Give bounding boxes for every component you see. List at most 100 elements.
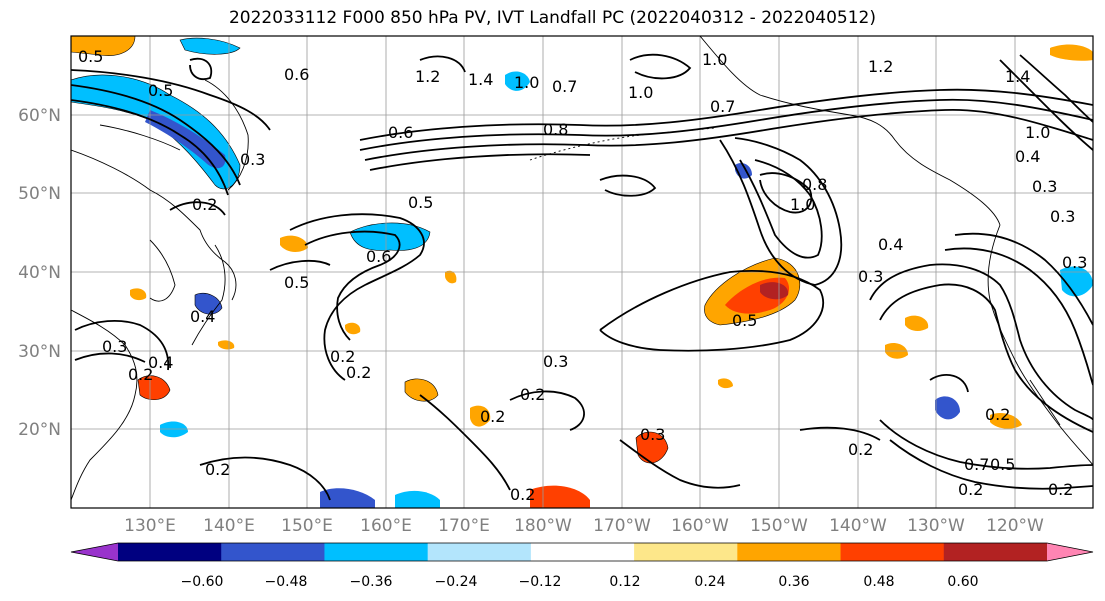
colorbar-tick-label: 0.60 — [947, 574, 978, 590]
contour-label: 0.5 — [148, 81, 173, 100]
coast-alaska — [699, 36, 1001, 226]
negative-anomaly-south-2 — [395, 490, 440, 508]
contour-label: 0.6 — [366, 247, 391, 266]
lat-tick-labels: 60°N 50°N 40°N 30°N 20°N — [18, 106, 61, 440]
lon-tick-label: 130°W — [907, 516, 965, 536]
coast-kamchatka — [204, 79, 249, 191]
colorbar-segment — [118, 543, 222, 561]
contour-label: 1.0 — [1025, 123, 1050, 142]
positive-anomaly-south-coast — [990, 413, 1022, 429]
positive-anomaly-hawaii — [404, 378, 439, 402]
colorbar-tick-label: 0.24 — [694, 574, 725, 590]
contour-label: 0.2 — [1048, 480, 1073, 499]
colorbar-tick-label: 0.48 — [863, 574, 894, 590]
colorbar-tick-label: −0.60 — [181, 574, 224, 590]
positive-anomaly-tiny-5 — [218, 340, 235, 350]
lat-tick-label: 60°N — [18, 106, 61, 126]
lon-tick-label: 160°W — [671, 516, 729, 536]
contour-label: 1.4 — [1005, 67, 1030, 86]
colorbar-tick-labels: −0.60 −0.48 −0.36 −0.24 −0.12 0.12 0.24 … — [181, 574, 979, 590]
contour-label: 0.7 — [710, 97, 735, 116]
positive-anomaly-main-peak — [760, 282, 789, 300]
contour-label: 0.2 — [128, 365, 153, 384]
colorbar-segment — [530, 543, 635, 561]
contour-label: 0.5 — [408, 193, 433, 212]
contour-label: 1.0 — [702, 50, 727, 69]
positive-anomaly-coast-2 — [905, 315, 929, 332]
negative-anomaly-north-pacific — [349, 222, 431, 251]
lon-tick-label: 160°E — [360, 516, 412, 536]
plot-frame — [70, 35, 1094, 509]
contour-label: 1.0 — [790, 195, 815, 214]
contour-label: 0.3 — [640, 425, 665, 444]
contour-label: 0.3 — [102, 337, 127, 356]
contour-label: 0.3 — [240, 150, 265, 169]
lat-tick-label: 40°N — [18, 263, 61, 283]
colorbar-tick-label: −0.48 — [265, 574, 308, 590]
contour-label: 0.2 — [985, 405, 1010, 424]
contour-label: 0.5 — [284, 273, 309, 292]
lon-tick-label: 150°W — [750, 516, 808, 536]
gridlines — [71, 36, 1093, 508]
colorbar-tick-label: 0.12 — [609, 574, 640, 590]
contour-label: 1.0 — [514, 73, 539, 92]
negative-anomaly-top — [179, 37, 241, 55]
anomaly-shading — [71, 36, 1093, 508]
contour-label: 0.2 — [520, 385, 545, 404]
lon-tick-label: 120°W — [986, 516, 1044, 536]
contour-label: 1.4 — [468, 70, 493, 89]
contour-labels: 0.5 0.5 0.6 1.2 1.4 1.0 0.7 1.0 1.0 0.7 … — [78, 47, 1087, 504]
contour-label: 0.3 — [858, 267, 883, 286]
contour-label: 0.6 — [284, 65, 309, 84]
contour-label: 0.2 — [192, 195, 217, 214]
contour-label: 0.3 — [1032, 177, 1057, 196]
negative-anomaly-small — [505, 71, 530, 91]
colorbar-segment — [324, 543, 429, 561]
positive-anomaly-top-left — [71, 36, 136, 56]
contour-label: 1.2 — [415, 67, 440, 86]
contour-label: 0.2 — [330, 347, 355, 366]
contour-label: 0.3 — [1062, 253, 1087, 272]
colorbar-tick-label: −0.24 — [435, 574, 478, 590]
colorbar-extend-high — [1047, 543, 1093, 561]
coast-china — [71, 309, 138, 501]
contour-label: 0.4 — [190, 307, 215, 326]
lon-tick-label: 150°E — [281, 516, 333, 536]
lon-tick-label: 140°W — [829, 516, 887, 536]
lat-tick-label: 30°N — [18, 342, 61, 362]
contour-label: 0.3 — [1050, 207, 1075, 226]
colorbar-segment — [737, 543, 842, 561]
contour-label: 0.7 — [552, 77, 577, 96]
negative-anomaly-west-coast — [1060, 266, 1093, 297]
colorbar-segment — [840, 543, 945, 561]
coast-asia-north — [71, 149, 237, 301]
lon-tick-label: 170°E — [438, 516, 490, 536]
lat-tick-label: 20°N — [18, 420, 61, 440]
positive-anomaly-japan — [280, 235, 308, 252]
contour-label: 0.8 — [543, 120, 568, 139]
positive-anomaly-tiny-2 — [445, 270, 457, 284]
colorbar-segment — [943, 543, 1048, 561]
contour-label: 0.5 — [990, 455, 1015, 474]
negative-anomaly-subtropical — [935, 396, 960, 420]
contour-label: 0.8 — [802, 175, 827, 194]
positive-anomaly-tiny-3 — [345, 322, 361, 335]
colorbar-outline — [70, 542, 1094, 562]
positive-anomaly-tiny-1 — [718, 378, 733, 389]
colorbar-segment — [221, 543, 325, 561]
coast-japan — [191, 244, 226, 346]
colorbar-tick-label: 0.36 — [778, 574, 809, 590]
contour-lines — [71, 53, 1093, 501]
positive-anomaly-top-right — [1050, 44, 1093, 61]
contour-label: 0.5 — [78, 47, 103, 66]
contour-label: 0.4 — [878, 235, 903, 254]
contour-label: 0.4 — [148, 353, 173, 372]
contour-label: 0.2 — [510, 485, 535, 504]
colorbar-tick-label: −0.36 — [350, 574, 393, 590]
positive-anomaly-south-edge — [530, 485, 590, 508]
positive-anomaly-small-1 — [470, 405, 491, 427]
positive-anomaly-tiny-4 — [130, 288, 147, 301]
contour-label: 1.0 — [628, 83, 653, 102]
contour-label: 0.2 — [958, 480, 983, 499]
